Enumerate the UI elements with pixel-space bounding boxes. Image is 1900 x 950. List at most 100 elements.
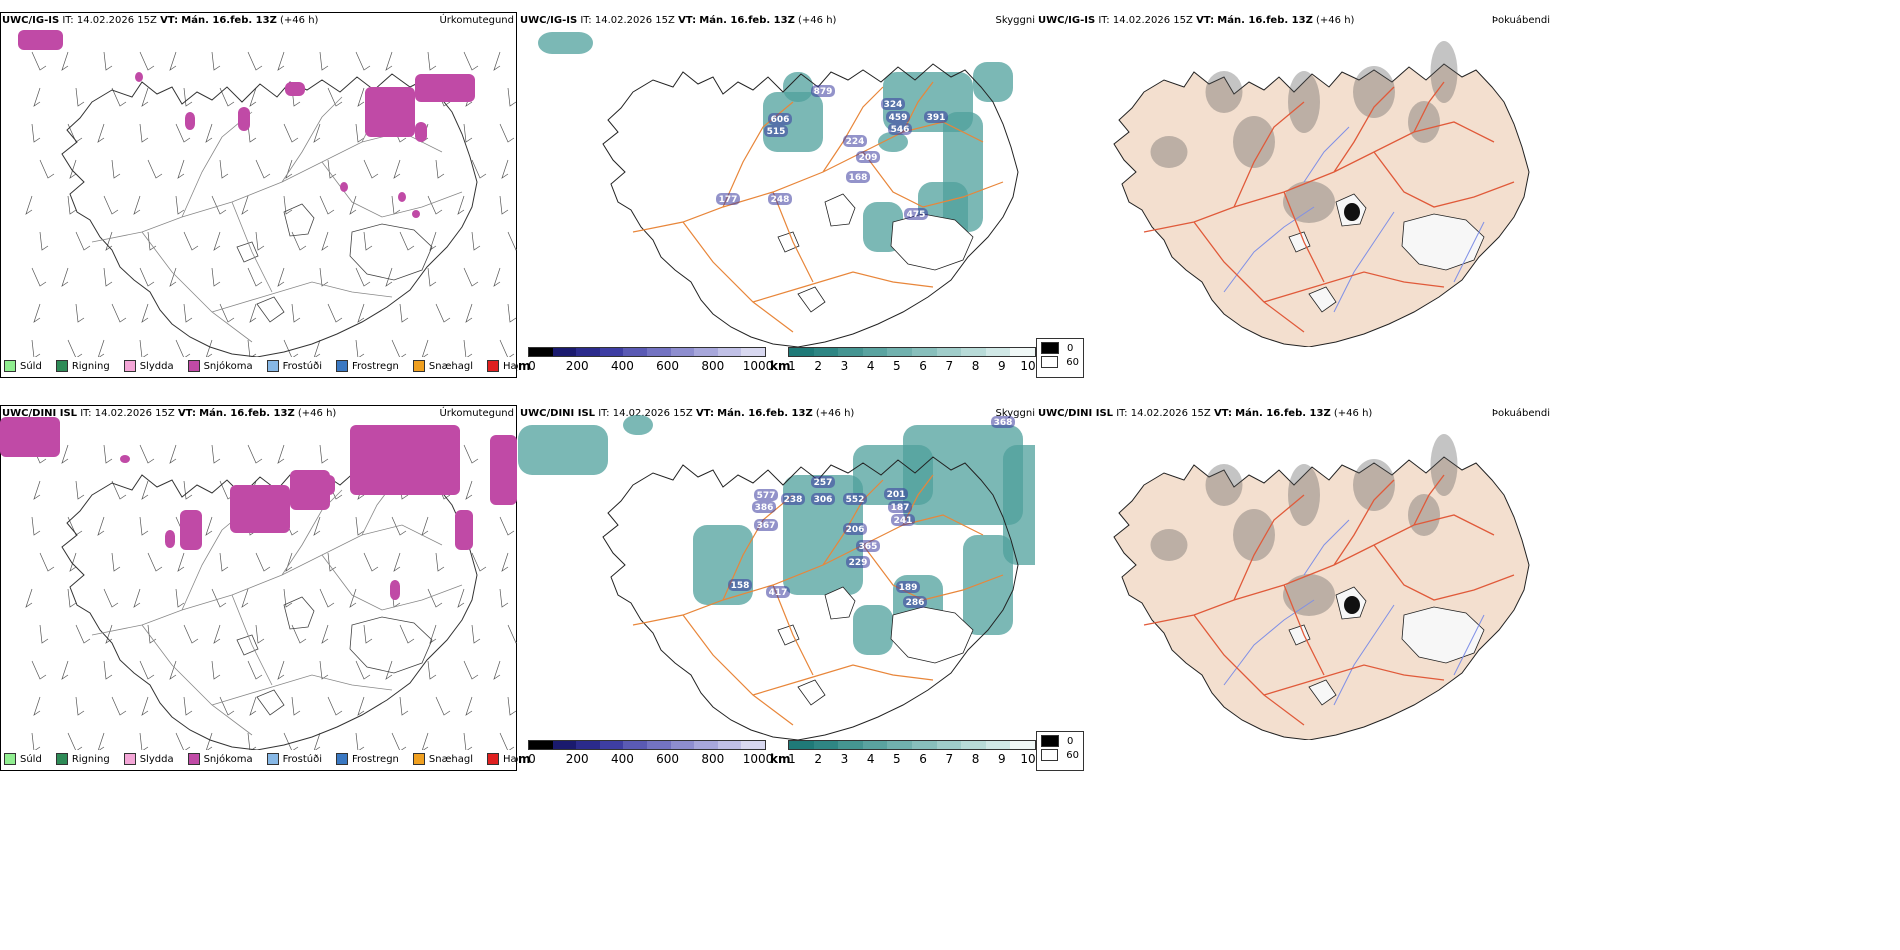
colorbar-swatch: [599, 741, 624, 749]
cloud-base-label: 189: [899, 583, 918, 593]
wind-barb: [399, 696, 409, 716]
wind-barb: [97, 516, 105, 536]
wind-barb: [285, 552, 293, 572]
wind-barb: [393, 159, 401, 179]
wind-barb: [169, 444, 177, 464]
colorbar-swatch: [623, 348, 647, 356]
cloud-base-marker: [924, 111, 948, 123]
legend-swatch: [266, 753, 279, 765]
wind-barb: [507, 696, 517, 716]
wind-barb: [277, 51, 285, 71]
dense-fog-spot: [1344, 596, 1360, 614]
colorbar-swatch: [813, 348, 839, 356]
legend-label: Frostúði: [282, 360, 322, 372]
colorbar-swatch: [813, 741, 839, 749]
snow-area: [340, 182, 348, 192]
wind-barb: [355, 339, 365, 357]
wind-barb: [319, 660, 329, 680]
wind-barb: [31, 660, 47, 680]
wind-barb: [349, 588, 357, 608]
wind-barb: [67, 588, 77, 608]
wind-barb: [139, 339, 149, 357]
visibility-title: Skyggni: [995, 15, 1035, 26]
wind-barb: [507, 87, 517, 107]
wind-barb: [357, 696, 365, 716]
vt-value: Mán. 16.feb. 13Z: [199, 408, 295, 419]
lead-time: (+46 h): [798, 15, 837, 26]
colorbar-tick: 400: [610, 359, 634, 373]
precip-type-title: Úrkomutegund: [439, 15, 514, 26]
legend-swatch: [487, 360, 500, 372]
wind-barb: [141, 87, 149, 107]
wind-barb: [175, 732, 191, 750]
legend-label: Snæhagl: [428, 360, 474, 372]
wind-barb: [33, 303, 41, 323]
cloud-base-label: 248: [771, 195, 790, 205]
wind-barb: [111, 552, 121, 572]
precip-type-map: [0, 417, 517, 750]
cloud-base-label: 286: [906, 598, 925, 608]
cloud-base-marker: [888, 501, 912, 513]
cloud-base-label: 577: [757, 491, 776, 501]
wind-barb: [499, 516, 515, 536]
wind-barb: [169, 51, 177, 71]
wind-barb: [61, 444, 69, 464]
cloudbase-colorbar: m 0 200 400 600 800 1000: [518, 345, 773, 375]
wind-barb: [507, 231, 517, 251]
wind-barb: [31, 123, 41, 143]
colorbar-tick: 1000: [742, 359, 774, 373]
wind-barb: [247, 339, 257, 357]
colorbar-swatch: [862, 741, 888, 749]
colorbar-swatch: [789, 741, 814, 749]
cloud-base-label: 367: [757, 521, 776, 531]
wind-barb: [249, 303, 257, 323]
wind-barb: [141, 696, 149, 716]
vt-value: Mán. 16.feb. 13Z: [1217, 15, 1313, 26]
wind-barb: [321, 231, 329, 251]
vt-label: VT:: [695, 408, 714, 419]
legend-swatch: [487, 753, 500, 765]
wind-barb: [139, 267, 155, 287]
cloud-base-marker: [768, 113, 792, 125]
wind-barb: [39, 231, 49, 251]
lead-time: (+46 h): [815, 408, 855, 419]
colorbar-swatch: [911, 741, 937, 749]
cloud-base-marker: [754, 519, 778, 531]
wind-barb: [421, 339, 429, 357]
cloud-base-label: 158: [731, 581, 750, 591]
vt-value: Mán. 16.feb. 13Z: [699, 15, 795, 26]
wind-barb: [465, 480, 473, 500]
cloud-base-marker: [843, 523, 867, 535]
wind-barb: [139, 660, 155, 680]
cloud-base-marker: [752, 501, 776, 513]
colorbar-unit: m: [518, 752, 531, 766]
colorbar-tick: 2: [814, 359, 823, 373]
snow-area: [230, 485, 290, 533]
low-visibility-area: [783, 475, 863, 595]
colorbar-tick: 10: [1020, 752, 1036, 766]
cloud-base-marker: [846, 171, 870, 183]
colorbar-tick: 4: [866, 752, 875, 766]
legend-swatch: [4, 360, 16, 372]
colorbar-swatches: [528, 740, 766, 750]
cloud-base-marker: [766, 586, 790, 598]
it-value: 14.02.2026 15Z: [94, 408, 175, 419]
wind-barb: [219, 696, 235, 716]
legend-label: Slydda: [139, 360, 174, 372]
glacier-outline: [236, 241, 259, 263]
wind-barb: [321, 624, 329, 644]
wind-barb: [313, 516, 321, 536]
colorbar-tick: 800: [701, 752, 725, 766]
cloud-base-marker: [886, 111, 910, 123]
vt-label: VT:: [1196, 15, 1215, 26]
wind-barb: [33, 480, 41, 500]
fog-map: [1113, 41, 1530, 347]
wind-barb: [183, 231, 199, 251]
vt-value: Mán. 16.feb. 13Z: [1235, 408, 1331, 419]
wind-barb: [67, 732, 83, 750]
wind-barb: [501, 552, 509, 572]
legend-label: Frostregn: [352, 753, 399, 765]
wind-barb: [355, 51, 371, 71]
snow-area: [120, 455, 130, 463]
vt-label: VT:: [160, 15, 179, 26]
